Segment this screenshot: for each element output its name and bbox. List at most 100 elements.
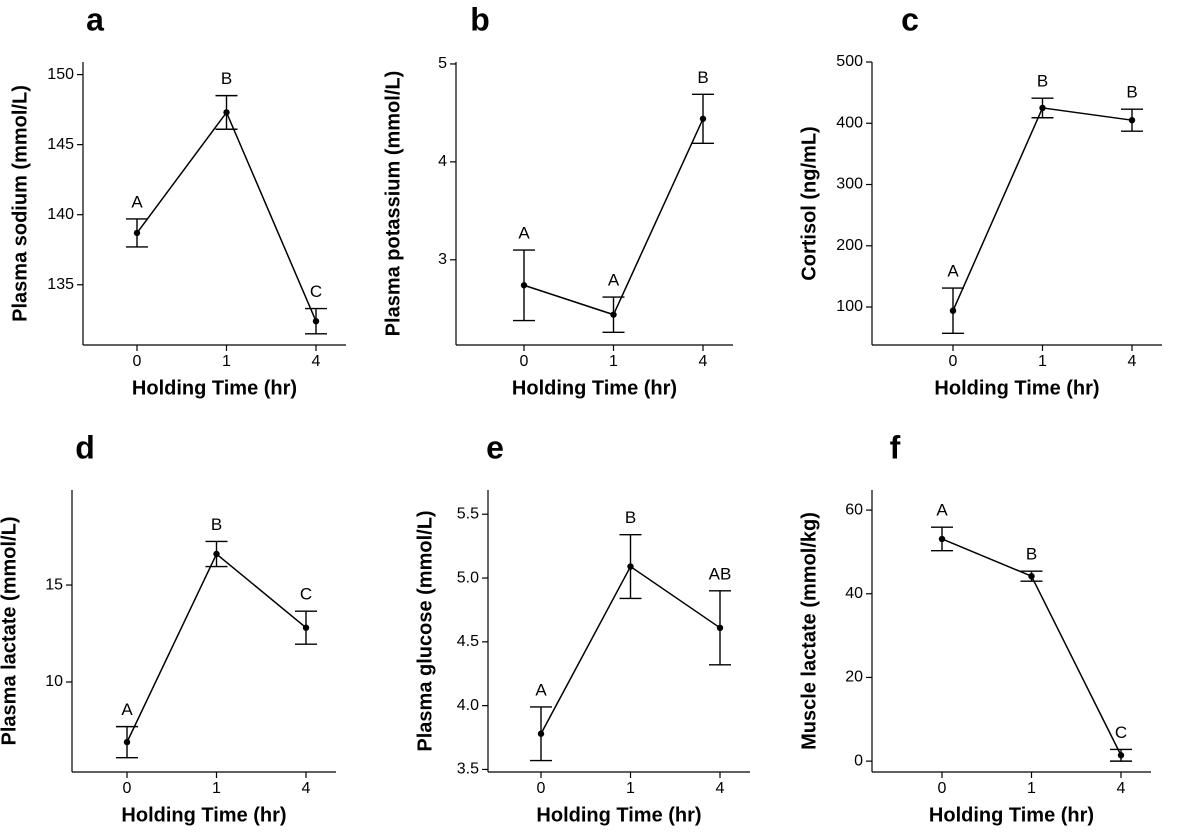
y-tick-label: 5.5: [457, 505, 479, 522]
data-point: [699, 115, 707, 122]
data-point: [949, 307, 957, 314]
data-point: [312, 317, 320, 325]
y-axis-title: Plasma potassium (mmol/L): [382, 71, 404, 337]
significance-letter: B: [211, 515, 222, 534]
x-tick-label: 0: [949, 353, 958, 370]
x-axis-title: Holding Time (hr): [512, 377, 677, 399]
data-point: [1117, 752, 1125, 759]
x-tick-label: 4: [699, 353, 708, 370]
panel: f 0 20 40 60 0 1 4 Holding Time (hr) Muscle lacta…: [798, 429, 1151, 826]
panel-title: e: [486, 429, 504, 465]
data-line: [126, 552, 307, 743]
x-axis-title: Holding Time (hr): [934, 377, 1099, 399]
data-point: [1039, 104, 1046, 112]
significance-letter: C: [1115, 723, 1127, 742]
data-point: [716, 624, 724, 632]
data-line: [952, 107, 1133, 311]
y-tick-label: 60: [845, 501, 863, 518]
y-axis-title: Plasma glucose (mmol/L): [414, 510, 436, 751]
y-tick-label: 300: [836, 176, 863, 193]
significance-letter: A: [518, 223, 530, 242]
y-tick-label: 4.0: [457, 697, 479, 714]
significance-letter: C: [310, 282, 322, 301]
data-point: [627, 563, 634, 570]
panel: e 3.5 4.0 4.5 5.0 5.5 0 1 4 Holding Time (hr) Plas…: [414, 429, 750, 826]
data-point: [123, 738, 131, 746]
panel: a 135 140 145 150 0 1 4 Holding Time (hr) Plasma …: [9, 1, 346, 399]
data-point: [302, 624, 310, 631]
significance-letter: A: [535, 680, 547, 699]
significance-letter: A: [121, 700, 133, 719]
data-point: [610, 311, 617, 318]
x-tick-label: 4: [302, 780, 311, 797]
significance-letter: A: [947, 262, 959, 281]
x-tick-label: 1: [1038, 353, 1047, 370]
panel-title: d: [75, 429, 95, 465]
x-tick-label: 0: [133, 353, 142, 370]
panel-title: b: [470, 1, 490, 37]
y-tick-label: 100: [836, 298, 863, 315]
y-tick-label: 140: [47, 206, 74, 223]
y-tick-label: 500: [836, 53, 863, 70]
data-point: [1028, 572, 1035, 580]
significance-letter: B: [221, 69, 232, 88]
significance-letter: B: [1026, 545, 1037, 564]
x-tick-label: 1: [1027, 780, 1036, 797]
x-tick-label: 0: [123, 780, 132, 797]
x-tick-label: 4: [1128, 353, 1137, 370]
y-tick-label: 15: [45, 576, 63, 593]
y-tick-label: 4.5: [457, 633, 479, 650]
x-tick-label: 1: [212, 780, 221, 797]
x-tick-label: 0: [520, 353, 529, 370]
x-tick-label: 4: [1117, 780, 1126, 797]
y-axis-title: Muscle lactate (mmol/kg): [798, 512, 820, 750]
y-tick-label: 5: [438, 55, 447, 72]
panel: c 100 200 300 400 500 0 1 4 Holding Time (hr) Cort…: [798, 1, 1162, 399]
significance-letter: B: [625, 508, 636, 527]
x-tick-label: 1: [222, 353, 231, 370]
y-tick-label: 5.0: [457, 569, 479, 586]
y-axis-title: Cortisol (ng/mL): [798, 126, 820, 280]
panel-title: f: [890, 429, 901, 465]
y-axis-title: Plasma sodium (mmol/L): [9, 85, 31, 322]
x-tick-label: 4: [312, 353, 321, 370]
y-tick-label: 3.5: [457, 761, 479, 778]
significance-letter: B: [1037, 72, 1048, 91]
y-tick-label: 150: [47, 66, 74, 83]
data-point: [133, 229, 141, 237]
panel: b 3 4 5 0 1 4 Holding Time (hr) Plasma potassium…: [382, 1, 733, 399]
x-axis-title: Holding Time (hr): [929, 804, 1094, 826]
x-tick-label: 4: [716, 780, 725, 797]
significance-letter: B: [1126, 83, 1137, 102]
significance-letter: C: [300, 585, 312, 604]
x-axis-title: Holding Time (hr): [132, 377, 297, 399]
y-tick-label: 3: [438, 251, 447, 268]
data-point: [520, 282, 528, 289]
data-point: [537, 730, 545, 737]
y-tick-label: 40: [845, 585, 863, 602]
y-tick-label: 0: [854, 752, 863, 769]
y-tick-label: 135: [47, 276, 74, 293]
y-axis-title: Plasma lactate (mmol/L): [0, 517, 20, 746]
significance-letter: A: [131, 192, 143, 211]
x-axis-title: Holding Time (hr): [536, 804, 701, 826]
y-tick-label: 400: [836, 114, 863, 131]
x-axis-title: Holding Time (hr): [121, 804, 286, 826]
significance-letter: AB: [709, 564, 732, 583]
x-tick-label: 1: [626, 780, 635, 797]
x-tick-label: 0: [537, 780, 546, 797]
significance-letter: A: [608, 271, 620, 290]
y-tick-label: 20: [845, 669, 863, 686]
panel: d 10 15 0 1 4 Holding Time (hr) Plasma lactate …: [0, 429, 336, 826]
data-line: [136, 110, 317, 322]
x-tick-label: 0: [938, 780, 947, 797]
data-point: [213, 550, 220, 558]
x-tick-label: 1: [609, 353, 618, 370]
y-tick-label: 145: [47, 136, 74, 153]
significance-letter: A: [936, 501, 948, 520]
data-point: [938, 535, 946, 543]
y-tick-label: 200: [836, 237, 863, 254]
panel-title: a: [86, 1, 104, 37]
panel-title: c: [901, 1, 919, 37]
